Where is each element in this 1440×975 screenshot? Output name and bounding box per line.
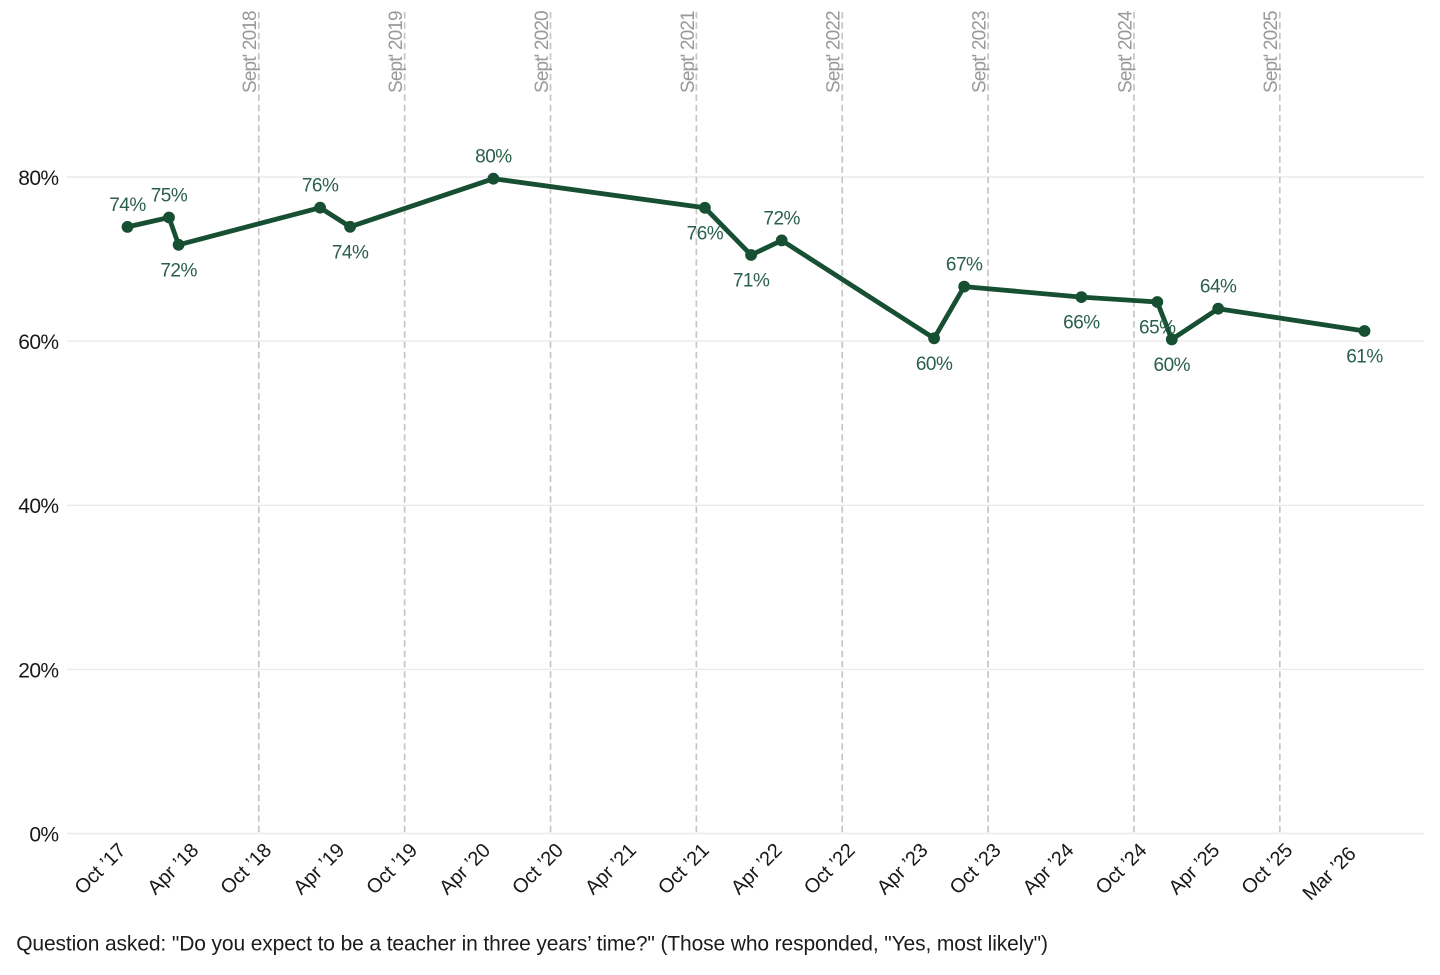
svg-text:71%: 71%	[733, 271, 770, 292]
svg-text:Sept' 2021: Sept' 2021	[678, 11, 699, 93]
svg-text:40%: 40%	[18, 495, 58, 518]
svg-text:61%: 61%	[1346, 347, 1383, 368]
svg-text:64%: 64%	[1200, 277, 1237, 298]
svg-text:Sept' 2019: Sept' 2019	[386, 11, 407, 93]
svg-text:66%: 66%	[1063, 313, 1100, 334]
svg-text:60%: 60%	[18, 331, 58, 354]
svg-text:0%: 0%	[29, 823, 58, 846]
svg-text:80%: 80%	[18, 167, 58, 190]
svg-text:Sept' 2025: Sept' 2025	[1261, 11, 1282, 93]
svg-text:Sept' 2023: Sept' 2023	[970, 11, 991, 93]
svg-text:80%: 80%	[475, 147, 512, 168]
svg-text:75%: 75%	[151, 186, 188, 207]
svg-text:76%: 76%	[302, 176, 339, 197]
svg-text:20%: 20%	[18, 659, 58, 682]
svg-text:76%: 76%	[687, 223, 724, 244]
svg-text:Sept' 2024: Sept' 2024	[1115, 10, 1136, 93]
svg-text:60%: 60%	[916, 354, 953, 375]
svg-text:Sept' 2022: Sept' 2022	[824, 11, 845, 93]
svg-text:65%: 65%	[1139, 318, 1176, 339]
svg-text:Sept' 2020: Sept' 2020	[532, 11, 553, 93]
svg-text:74%: 74%	[109, 195, 146, 216]
svg-text:72%: 72%	[160, 260, 197, 281]
svg-text:72%: 72%	[763, 208, 800, 229]
svg-text:Question asked: "Do you expect: Question asked: "Do you expect to be a t…	[16, 932, 1048, 955]
svg-text:60%: 60%	[1154, 355, 1191, 376]
svg-text:74%: 74%	[332, 242, 369, 263]
svg-text:67%: 67%	[946, 255, 983, 276]
svg-text:Sept' 2018: Sept' 2018	[240, 11, 261, 93]
